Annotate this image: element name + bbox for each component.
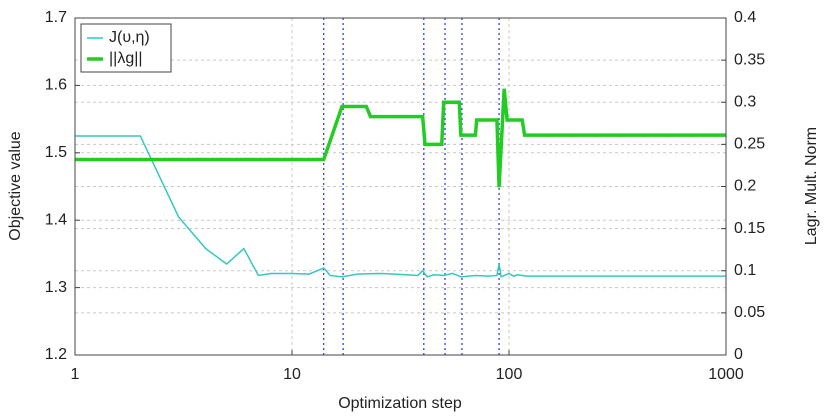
x-tick-label: 1 — [71, 366, 80, 383]
legend-label: J(υ,η) — [109, 29, 150, 46]
x-tick-label: 1000 — [708, 366, 744, 383]
y2-tick-label: 0.05 — [734, 304, 765, 321]
x-axis-label: Optimization step — [338, 395, 462, 412]
y2-tick-label: 0.2 — [734, 178, 756, 195]
y-axis-label: Objective value — [7, 131, 24, 240]
y2-tick-label: 0 — [734, 346, 743, 363]
x-tick-label: 10 — [283, 366, 301, 383]
plot-frame — [74, 17, 727, 356]
y-tick-label: 1.5 — [45, 144, 67, 161]
y-tick-label: 1.7 — [45, 9, 67, 26]
legend-label: ||λg|| — [109, 50, 143, 67]
y2-axis-label: Lagr. Mult. Norm — [803, 127, 820, 245]
y2-tick-label: 0.15 — [734, 220, 765, 237]
y-tick-label: 1.6 — [45, 77, 67, 94]
y2-tick-label: 0.35 — [734, 51, 765, 68]
x-tick-label: 100 — [496, 366, 523, 383]
y2-tick-label: 0.1 — [734, 262, 756, 279]
y2-tick-label: 0.3 — [734, 93, 756, 110]
y2-tick-label: 0.4 — [734, 9, 756, 26]
y2-tick-label: 0.25 — [734, 136, 765, 153]
y-tick-label: 1.4 — [45, 211, 67, 228]
series-line — [75, 135, 726, 278]
y-tick-label: 1.2 — [45, 346, 67, 363]
y-tick-label: 1.3 — [45, 279, 67, 296]
legend-box — [80, 23, 172, 73]
series-line — [75, 88, 726, 188]
